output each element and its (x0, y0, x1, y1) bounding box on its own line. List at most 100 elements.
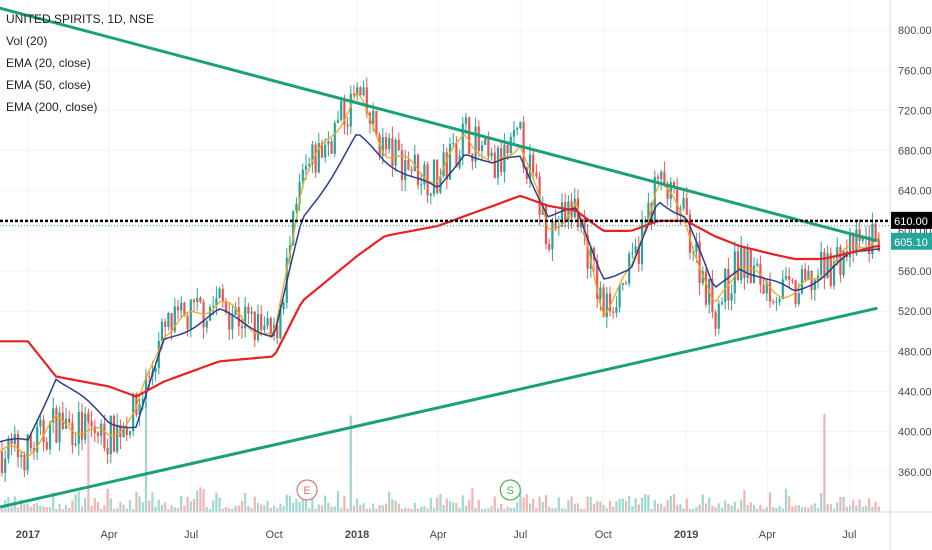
y-tick-label: 400.00 (898, 427, 932, 439)
candle-body (164, 321, 167, 327)
price-axis: 360.00400.00440.00480.00520.00560.00600.… (889, 0, 932, 550)
volume-bar (112, 508, 116, 512)
candle-body (436, 159, 439, 193)
last-price-label: 605.10 (894, 237, 928, 249)
candle-body (855, 229, 858, 254)
volume-bar (148, 500, 151, 512)
candle-body (308, 164, 311, 166)
volume-bar (704, 503, 708, 512)
candle-body (823, 251, 826, 278)
volume-bar (16, 507, 20, 512)
volume-bar (96, 501, 100, 512)
legend-ema50[interactable]: EMA (50, close) (6, 78, 91, 92)
candle-body (55, 408, 58, 443)
candle-body (256, 314, 260, 341)
legend-volume[interactable]: Vol (20) (6, 34, 48, 48)
volume-bar (586, 496, 589, 512)
candle-body (852, 234, 855, 254)
volume-bar (404, 507, 407, 512)
volume-bar (106, 489, 109, 512)
volume-bar (477, 499, 480, 512)
candle-body (698, 241, 701, 284)
candle-body (756, 263, 759, 266)
volume-bar (525, 494, 528, 512)
volume-bar (660, 503, 663, 512)
volume-bar (551, 508, 554, 512)
volume-bar (810, 505, 813, 512)
volume-bar (199, 487, 202, 512)
volume-bar (372, 503, 375, 512)
volume-bar (416, 508, 420, 512)
candle-body (90, 421, 93, 427)
legend-ema200[interactable]: EMA (200, close) (6, 100, 98, 114)
candle-body (413, 154, 416, 172)
volume-bar (500, 503, 503, 512)
legend-ema20[interactable]: EMA (20, close) (6, 56, 91, 70)
candle-body (180, 302, 183, 311)
volume-bar (45, 507, 48, 512)
candle-body (583, 218, 586, 235)
candle-body (695, 241, 698, 252)
volume-bar (740, 499, 743, 512)
candle-body (372, 110, 375, 124)
candle-body (298, 181, 301, 204)
y-tick-label: 560.00 (898, 266, 932, 278)
volume-bar (119, 502, 122, 512)
volume-bar (48, 507, 52, 512)
candle-body (666, 183, 669, 199)
volume-bar (797, 505, 800, 512)
volume-bar (84, 498, 87, 512)
candle-body (4, 458, 7, 473)
volume-bar (23, 503, 26, 512)
volume-bar (711, 506, 714, 512)
candle-body (189, 299, 192, 329)
volume-bar (538, 496, 541, 512)
volume-bar (391, 499, 394, 512)
volume-bar (599, 501, 602, 512)
candle-body (551, 221, 554, 250)
volume-bar (250, 508, 253, 512)
volume-bar (196, 490, 199, 512)
volume-bar (426, 508, 429, 512)
split-marker[interactable] (499, 479, 521, 501)
volume-bar (333, 506, 336, 512)
candle-body (612, 311, 615, 313)
y-tick-label: 440.00 (898, 387, 932, 399)
candle-body (714, 312, 717, 329)
volume-bar (855, 505, 858, 512)
ema20-line (0, 92, 881, 458)
candle-body (106, 447, 109, 455)
candle-body (346, 124, 349, 127)
candle-body (160, 321, 164, 341)
volume-bar (698, 504, 701, 512)
candle-body (842, 251, 845, 276)
volume-bar (455, 502, 458, 512)
candle-body (266, 318, 269, 326)
volume-bar (71, 500, 74, 512)
volume-bar (589, 496, 592, 512)
candle-body (215, 297, 218, 306)
candle-body (84, 413, 87, 440)
candle-body (752, 265, 756, 283)
candle-body (765, 281, 768, 294)
candle-body (39, 419, 42, 427)
earnings-marker[interactable] (296, 479, 318, 501)
volume-bar (269, 508, 272, 512)
volume-bar (471, 488, 474, 512)
volume-bar (688, 508, 692, 512)
volume-bar (496, 508, 500, 512)
candle-body (544, 206, 548, 244)
volume-bar (266, 500, 269, 512)
volume-bar (845, 506, 848, 512)
candle-body (778, 298, 781, 302)
candle-body (391, 138, 394, 166)
volume-bar (762, 508, 765, 512)
candle-body (221, 288, 224, 302)
candle-body (176, 306, 180, 311)
volume-bar (375, 508, 378, 512)
volume-bar (202, 489, 205, 512)
volume-bar (74, 494, 77, 512)
candle-body (397, 139, 400, 151)
candle-body (279, 309, 282, 339)
